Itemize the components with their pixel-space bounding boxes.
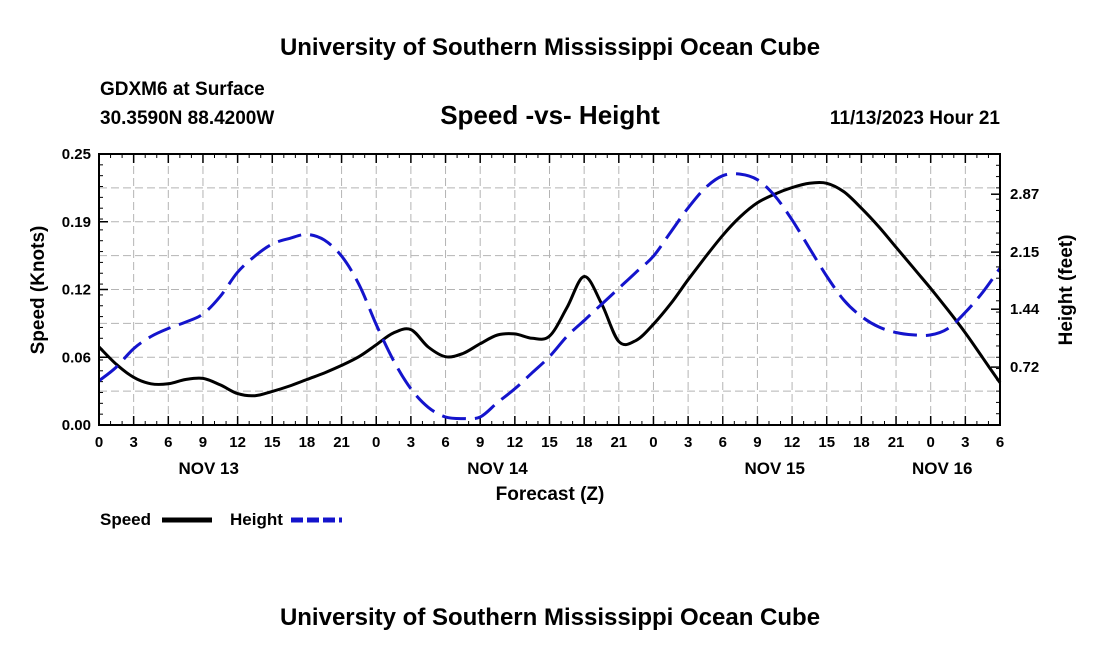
y-left-tick-label: 0.00: [62, 417, 91, 434]
y-left-tick-label: 0.19: [62, 214, 91, 231]
grid: [99, 154, 1000, 425]
legend-height-label: Height: [230, 510, 283, 529]
x-tick-label: 15: [264, 434, 281, 451]
x-tick-label: 6: [996, 434, 1004, 451]
x-tick-label: 12: [507, 434, 524, 451]
y-right-tick-label: 0.72: [1010, 359, 1039, 376]
x-tick-label: 9: [199, 434, 207, 451]
y-right-tick-label: 1.44: [1010, 301, 1040, 318]
x-tick-label: 0: [372, 434, 380, 451]
legend: Speed Height: [100, 510, 342, 529]
x-tick-label: 0: [927, 434, 935, 451]
plot-title: Speed -vs- Height: [440, 100, 660, 130]
series-lines: [97, 172, 1002, 421]
x-tick-label: 0: [95, 434, 103, 451]
x-tick-label: 21: [610, 434, 627, 451]
x-day-label: NOV 15: [745, 459, 805, 478]
y-left-tick-label: 0.25: [62, 146, 91, 163]
x-tick-label: 12: [229, 434, 246, 451]
x-tick-label: 18: [299, 434, 316, 451]
series-line-speed: [97, 180, 1002, 398]
x-tick-label: 3: [407, 434, 415, 451]
series-line-height: [98, 172, 1002, 421]
x-tick-label: 0: [649, 434, 657, 451]
x-axis-title: Forecast (Z): [496, 484, 605, 505]
x-tick-label: 18: [576, 434, 593, 451]
x-tick-label: 9: [753, 434, 761, 451]
x-tick-label: 6: [164, 434, 172, 451]
x-tick-label: 3: [684, 434, 692, 451]
x-tick-label: 21: [888, 434, 905, 451]
x-day-label: NOV 14: [467, 459, 528, 478]
x-day-label: NOV 16: [912, 459, 972, 478]
y-left-axis-title: Speed (Knots): [28, 226, 49, 355]
x-tick-label: 18: [853, 434, 870, 451]
x-tick-label: 12: [784, 434, 801, 451]
datetime-label: 11/13/2023 Hour 21: [830, 108, 1000, 129]
axis-labels: 0 3 6 9 12 15 18 21 0 3 6 9 12 15 18 21 0 3 6 9 12 15 18 21 0 3 6N…: [62, 146, 1040, 478]
x-tick-label: 21: [333, 434, 350, 451]
x-tick-label: 6: [719, 434, 727, 451]
x-day-label: NOV 13: [178, 459, 238, 478]
x-tick-label: 9: [476, 434, 484, 451]
station-label: GDXM6 at Surface: [100, 79, 265, 100]
y-right-tick-label: 2.87: [1010, 186, 1039, 203]
x-tick-label: 15: [818, 434, 835, 451]
legend-speed-label: Speed: [100, 510, 151, 529]
y-left-tick-label: 0.06: [62, 349, 91, 366]
x-tick-label: 3: [129, 434, 137, 451]
plot-frame: [98, 153, 1001, 426]
y-left-tick-label: 0.12: [62, 282, 91, 299]
coords-label: 30.3590N 88.4200W: [100, 108, 274, 129]
y-right-axis-title: Height (feet): [1056, 235, 1077, 346]
y-right-tick-label: 2.15: [1010, 244, 1039, 261]
title-top: University of Southern Mississippi Ocean…: [280, 34, 820, 61]
title-bottom: University of Southern Mississippi Ocean…: [280, 604, 820, 631]
x-tick-label: 3: [961, 434, 969, 451]
x-tick-label: 6: [441, 434, 449, 451]
x-tick-label: 15: [541, 434, 558, 451]
